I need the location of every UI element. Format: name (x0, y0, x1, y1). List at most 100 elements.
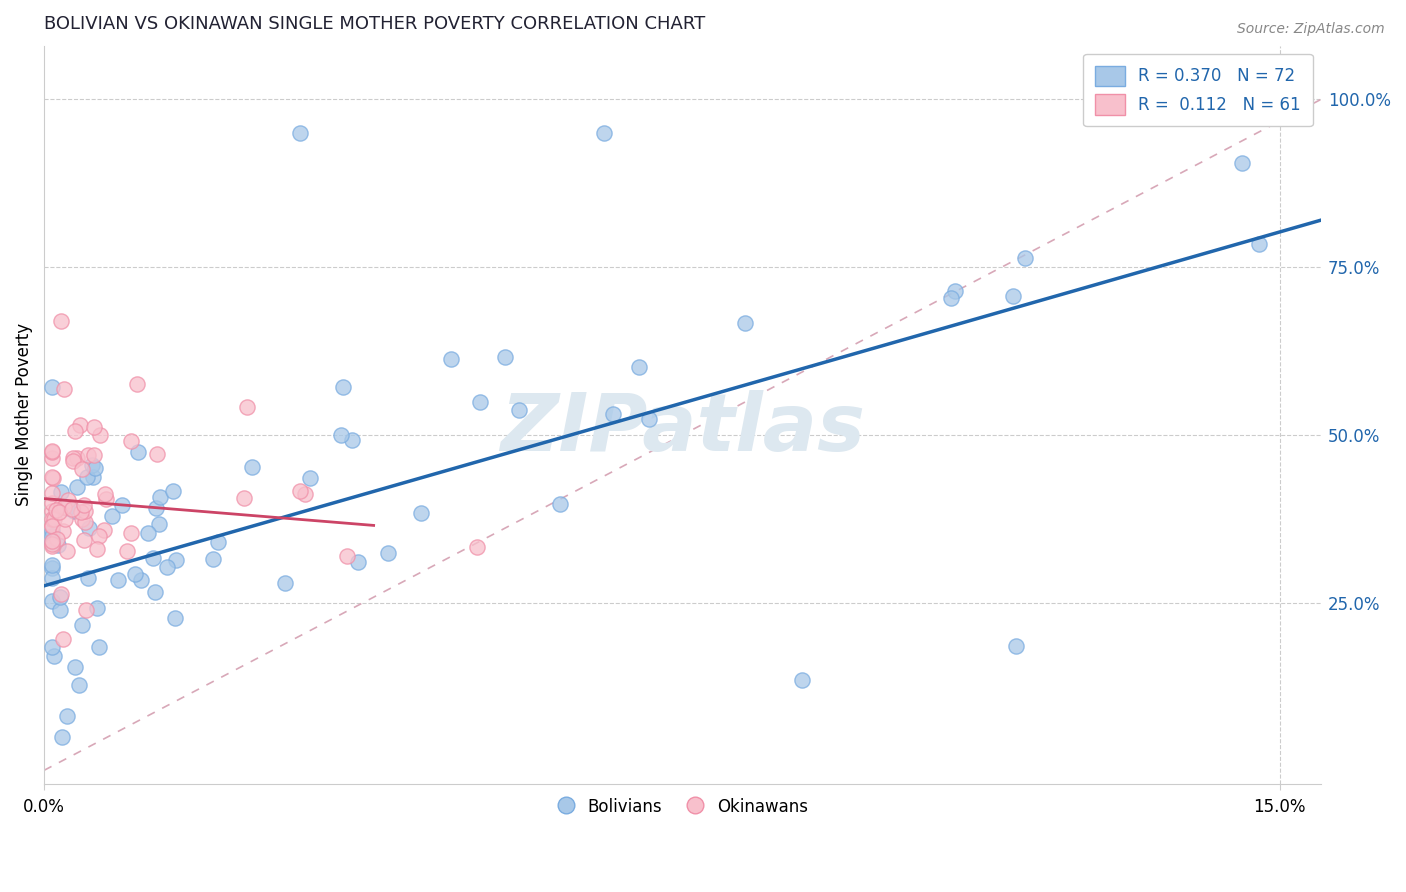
Point (294, 487, 316, 501)
Point (340, 433, 363, 447)
Point (1014, 251, 1036, 265)
Text: ZIPatlas: ZIPatlas (501, 391, 865, 468)
Point (41, 537, 63, 551)
Point (142, 551, 165, 566)
Point (111, 498, 134, 512)
Point (77, 571, 100, 585)
Point (51, 730, 73, 744)
Point (86, 541, 108, 556)
Point (41, 450, 63, 465)
Point (628, 360, 651, 375)
Point (69, 417, 91, 432)
Point (120, 525, 142, 540)
Point (127, 445, 149, 459)
Point (46, 532, 69, 546)
Point (53, 512, 76, 526)
Point (149, 491, 172, 505)
Point (145, 500, 167, 515)
Point (465, 540, 488, 554)
Point (56, 709, 79, 723)
Point (80, 458, 103, 472)
Point (49, 314, 72, 328)
Point (120, 434, 142, 449)
Point (94, 487, 117, 501)
Point (468, 395, 491, 409)
Point (41, 535, 63, 549)
Point (75, 603, 97, 617)
Point (42, 470, 65, 484)
Point (52, 382, 75, 396)
Point (49, 603, 72, 617)
Point (41, 486, 63, 500)
Point (145, 447, 167, 461)
Point (83, 420, 105, 434)
Point (125, 376, 148, 391)
Point (75, 515, 97, 529)
Point (494, 350, 516, 364)
Point (93, 523, 115, 537)
Point (56, 544, 79, 558)
Point (49, 485, 72, 500)
Point (235, 400, 257, 414)
Point (165, 611, 187, 625)
Point (273, 576, 295, 591)
Point (48, 505, 70, 519)
Point (41, 524, 63, 538)
Point (86, 601, 108, 615)
Legend: Bolivians, Okinawans: Bolivians, Okinawans (547, 787, 818, 827)
Point (53, 500, 76, 514)
Point (602, 407, 624, 421)
Point (298, 471, 321, 485)
Point (56, 492, 79, 507)
Point (89, 529, 111, 543)
Point (201, 551, 224, 566)
Point (1001, 289, 1024, 303)
Point (240, 459, 263, 474)
Point (70, 505, 93, 519)
Point (115, 543, 138, 558)
Point (41, 529, 63, 543)
Point (66, 479, 89, 493)
Point (77, 521, 100, 535)
Point (136, 526, 159, 541)
Point (41, 561, 63, 575)
Point (790, 673, 813, 687)
Point (41, 517, 63, 532)
Point (107, 574, 129, 588)
Point (82, 470, 104, 484)
Point (288, 126, 311, 140)
Point (63, 424, 86, 438)
Point (207, 534, 229, 549)
Point (76, 448, 98, 462)
Point (41, 504, 63, 518)
Point (63, 504, 86, 518)
Point (41, 594, 63, 608)
Text: BOLIVIAN VS OKINAWAN SINGLE MOTHER POVERTY CORRELATION CHART: BOLIVIAN VS OKINAWAN SINGLE MOTHER POVER… (44, 15, 706, 33)
Point (124, 566, 146, 581)
Point (70, 511, 93, 525)
Point (1005, 639, 1028, 653)
Point (76, 469, 98, 483)
Point (232, 491, 254, 505)
Point (83, 448, 105, 462)
Point (60, 502, 83, 516)
Point (75, 503, 97, 517)
Point (41, 380, 63, 394)
Point (44, 648, 66, 663)
Point (70, 617, 93, 632)
Point (89, 428, 111, 442)
Point (638, 412, 661, 426)
Point (347, 555, 370, 569)
Point (288, 484, 311, 499)
Point (1230, 156, 1253, 170)
Point (41, 539, 63, 553)
Point (166, 553, 188, 567)
Point (66, 450, 89, 465)
Point (56, 501, 79, 516)
Point (332, 380, 354, 394)
Point (49, 499, 72, 513)
Point (73, 499, 96, 513)
Point (329, 428, 352, 442)
Point (41, 512, 63, 526)
Point (94, 492, 117, 507)
